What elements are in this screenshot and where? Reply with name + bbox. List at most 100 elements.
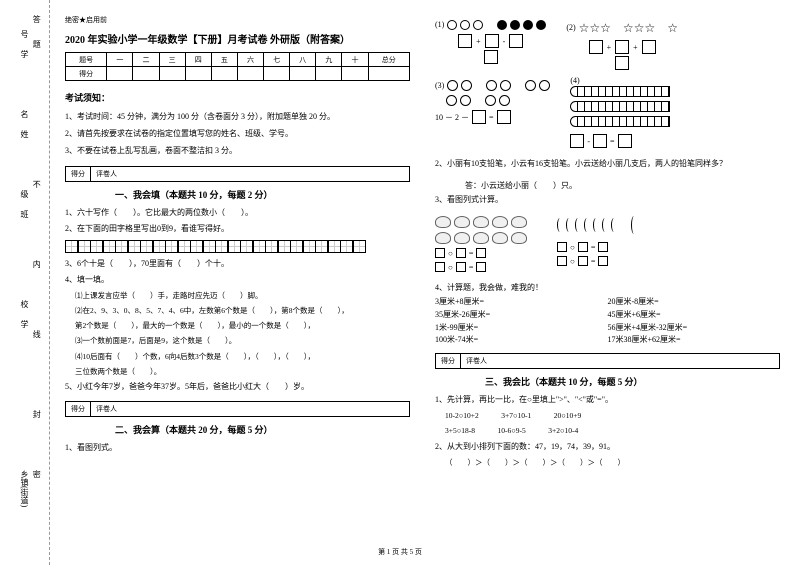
answer-r2: 答：小云送给小丽（ ）只。 <box>465 180 780 192</box>
binding-label: 学 <box>19 320 30 328</box>
question-1-4b: ⑵在2、9、3、0、8、5、7、4、6中，左数第6个数是（ ），第8个数是（ ）… <box>75 305 410 316</box>
score-header: 二 <box>133 53 159 67</box>
calc-row: 100米-74米=17米38厘米+62厘米= <box>435 334 780 347</box>
seal-mark: 答 <box>31 15 42 23</box>
mini-score-label: 得分 <box>66 167 91 181</box>
diagram-row-1: (1) +- (2) ☆☆☆ ☆☆☆ ☆ ++ <box>435 15 780 70</box>
question-2-1: 1、看图列式。 <box>65 442 410 454</box>
binding-label: 校 <box>19 300 30 308</box>
question-1-4e: ⑷10后面有（ ）个数，6向4后数3个数是（ ），（ ），（ ）， <box>75 351 410 362</box>
binding-label: 号 <box>19 30 30 38</box>
score-cell[interactable] <box>237 67 263 81</box>
seal-mark: 不 <box>31 180 42 188</box>
binding-label: 乡镇(街道) <box>19 470 30 507</box>
question-1-4d: ⑶一个数前面是7，后面是9，这个数是（ ）。 <box>75 335 410 346</box>
diagram-2: (2) ☆☆☆ ☆☆☆ ☆ ++ <box>566 15 678 70</box>
question-1-4c: 第2个数是（ ），最大的一个数是（ ），最小的一个数是（ ）， <box>75 320 410 331</box>
secret-label: 绝密★启用前 <box>65 15 410 25</box>
score-header: 一 <box>107 53 133 67</box>
mini-grader-label: 评卷人 <box>91 402 122 416</box>
score-cell[interactable] <box>107 67 133 81</box>
mini-score-label: 得分 <box>436 354 461 368</box>
binding-label: 级 <box>19 190 30 198</box>
question-1-1: 1、六十写作（ ）。它比最大的两位数小（ ）。 <box>65 207 410 219</box>
score-header: 四 <box>185 53 211 67</box>
page-footer: 第 1 页 共 5 页 <box>0 547 800 557</box>
score-mini-box: 得分 评卷人 <box>435 353 780 369</box>
shell-diagram: ○= ○= <box>435 212 527 276</box>
binding-margin: 号 学 名 姓 级 班 校 学 乡镇(街道) 题 答 不 内 线 封 密 <box>0 0 50 565</box>
score-header: 六 <box>237 53 263 67</box>
question-r2: 2、小丽有10支铅笔，小云有16支铅笔。小云送给小丽几支后，两人的铅笔同样多？ <box>435 158 780 170</box>
question-3-2: 2、从大到小排列下面的数：47，19，74，39，91。 <box>435 441 780 453</box>
question-1-5: 5、小红今年7岁，爸爸今年37岁。5年后，爸爸比小红大（ ）岁。 <box>65 381 410 393</box>
binding-label: 班 <box>19 210 30 218</box>
seal-mark: 内 <box>31 260 42 268</box>
mini-grader-label: 评卷人 <box>91 167 122 181</box>
section-1-title: 一、我会填（本题共 10 分，每题 2 分） <box>115 188 410 201</box>
notice-item: 3、不要在试卷上乱写乱画，卷面不整洁扣 3 分。 <box>65 145 410 156</box>
question-1-4f: 三位数两个数是（ ）。 <box>75 366 410 377</box>
diagram-4: (4) -= <box>570 76 670 152</box>
score-cell[interactable] <box>316 67 342 81</box>
score-cell[interactable] <box>133 67 159 81</box>
question-3-1a: 10-2○10+2 3+7○10-1 20○10+9 <box>445 410 780 421</box>
score-header: 八 <box>290 53 316 67</box>
calc-row: 1米-99厘米=56厘米+4厘米-32厘米= <box>435 322 780 335</box>
binding-label: 姓 <box>19 130 30 138</box>
diagram-1: (1) +- <box>435 15 546 70</box>
diagram-row-2: (3) 10 － 2 － = (4) -= <box>435 76 780 152</box>
diagram-row-3: ○= ○= ○= ○= <box>435 212 780 276</box>
table-row: 得分 <box>66 67 410 81</box>
notice-item: 1、考试时间：45 分钟，满分为 100 分（含卷面分 3 分），附加题单独 2… <box>65 111 410 122</box>
notice-item: 2、请首先按要求在试卷的指定位置填写您的姓名、班级、学号。 <box>65 128 410 139</box>
score-cell[interactable] <box>211 67 237 81</box>
mini-grader-label: 评卷人 <box>461 354 492 368</box>
score-cell[interactable] <box>368 67 409 81</box>
score-header: 十 <box>342 53 368 67</box>
question-1-4a: ⑴上课发言应举（ ）手，走路时应先迈（ ）脚。 <box>75 290 410 301</box>
score-header: 三 <box>159 53 185 67</box>
exam-title: 2020 年实验小学一年级数学【下册】月考试卷 外研版（附答案） <box>65 31 410 46</box>
question-3-2a: （ ）＞（ ）＞（ ）＞（ ）＞（ ） <box>445 457 780 468</box>
star-icon: ☆☆☆ ☆☆☆ ☆ <box>579 19 678 36</box>
score-header: 五 <box>211 53 237 67</box>
question-3-1b: 3+5○18-8 10-6○9-5 3+2○10-4 <box>445 425 780 436</box>
tianzi-grid[interactable] <box>65 240 410 253</box>
score-cell[interactable] <box>264 67 290 81</box>
score-row-label: 得分 <box>66 67 107 81</box>
score-mini-box: 得分 评卷人 <box>65 166 410 182</box>
score-cell[interactable] <box>342 67 368 81</box>
score-table: 题号 一 二 三 四 五 六 七 八 九 十 总分 得分 <box>65 52 410 81</box>
question-1-4: 4、填一填。 <box>65 274 410 286</box>
seal-mark: 封 <box>31 410 42 418</box>
left-column: 绝密★启用前 2020 年实验小学一年级数学【下册】月考试卷 外研版（附答案） … <box>65 15 410 540</box>
binding-label: 学 <box>19 50 30 58</box>
notice-heading: 考试须知： <box>65 91 410 104</box>
question-1-2: 2、在下面的田字格里写出0到9，看谁写得好。 <box>65 223 410 235</box>
question-3-1: 1、先计算，再比一比，在○里填上">"、"<"或"="。 <box>435 394 780 406</box>
seal-mark: 线 <box>31 330 42 338</box>
score-header: 总分 <box>368 53 409 67</box>
question-r4: 4、计算题，我会做，难我的！ <box>435 282 780 294</box>
section-2-title: 二、我会算（本题共 20 分，每题 5 分） <box>115 423 410 436</box>
mini-score-label: 得分 <box>66 402 91 416</box>
calc-row: 3厘米+8厘米=20厘米-8厘米= <box>435 296 780 309</box>
binding-label: 名 <box>19 110 30 118</box>
score-cell[interactable] <box>185 67 211 81</box>
seal-mark: 题 <box>31 40 42 48</box>
curve-diagram: ○= ○= <box>557 212 637 276</box>
score-cell[interactable] <box>290 67 316 81</box>
score-cell[interactable] <box>159 67 185 81</box>
right-column: (1) +- (2) ☆☆☆ ☆☆☆ ☆ ++ (3) 10 － 2 － = <box>435 15 780 540</box>
question-r3: 3、看图列式计算。 <box>435 194 780 206</box>
calc-row: 35厘米-26厘米=45厘米+6厘米= <box>435 309 780 322</box>
equation-text: 10 － 2 － <box>435 112 469 123</box>
table-row: 题号 一 二 三 四 五 六 七 八 九 十 总分 <box>66 53 410 67</box>
seal-mark: 密 <box>31 470 42 478</box>
section-3-title: 三、我会比（本题共 10 分，每题 5 分） <box>485 375 780 388</box>
score-header: 九 <box>316 53 342 67</box>
score-mini-box: 得分 评卷人 <box>65 401 410 417</box>
score-header: 题号 <box>66 53 107 67</box>
question-1-3: 3、6个十是（ ），70里面有（ ）个十。 <box>65 258 410 270</box>
